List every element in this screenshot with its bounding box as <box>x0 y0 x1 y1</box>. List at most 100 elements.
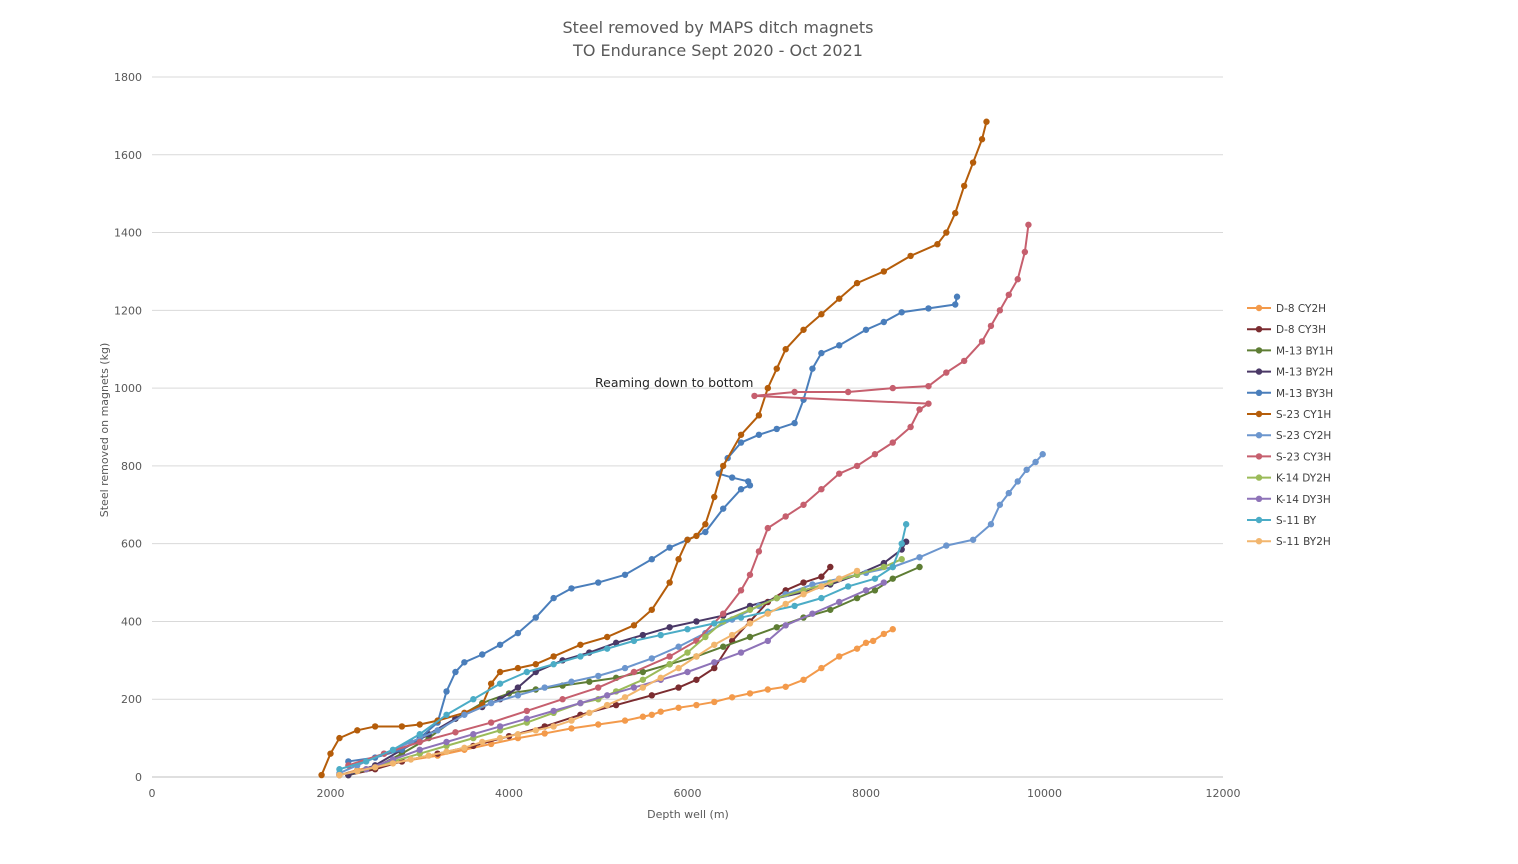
data-point <box>586 709 593 717</box>
data-point <box>666 544 673 551</box>
data-point <box>836 598 843 606</box>
data-point <box>639 713 647 720</box>
y-tick-label: 0 <box>135 771 142 784</box>
legend-label: M-13 BY1H <box>1276 345 1333 357</box>
data-point <box>666 579 673 586</box>
data-point <box>800 579 807 586</box>
data-point <box>987 322 995 330</box>
data-point <box>746 633 754 641</box>
data-point <box>711 641 718 648</box>
y-tick-label: 200 <box>121 693 142 706</box>
legend-swatch-marker <box>1255 389 1263 396</box>
data-point <box>711 664 718 672</box>
legend-label: S-23 CY1H <box>1276 409 1331 421</box>
data-point <box>782 683 789 690</box>
data-point <box>960 357 968 365</box>
data-point <box>943 542 950 549</box>
data-point <box>782 600 789 608</box>
data-point <box>818 573 825 580</box>
data-point <box>746 690 754 697</box>
data-point <box>550 594 557 602</box>
data-point <box>443 748 450 755</box>
data-point <box>880 579 888 586</box>
data-point <box>586 678 593 685</box>
data-point <box>523 715 531 722</box>
y-tick-label: 1200 <box>114 304 142 317</box>
data-point <box>496 641 504 648</box>
data-point <box>1014 478 1021 485</box>
legend-swatch-marker <box>1255 538 1263 545</box>
data-point <box>746 620 754 627</box>
data-point <box>603 633 611 641</box>
series-k-14-dy3h <box>336 579 888 779</box>
data-point <box>782 513 789 520</box>
data-point <box>720 462 727 470</box>
data-point <box>416 738 423 746</box>
data-point <box>773 594 780 602</box>
data-point <box>407 756 415 763</box>
data-point <box>853 462 861 470</box>
data-point <box>1039 451 1046 458</box>
data-point <box>371 723 379 730</box>
legend-swatch-marker <box>1255 304 1263 312</box>
data-point <box>969 159 977 166</box>
data-point <box>853 645 861 652</box>
series-line <box>339 558 903 777</box>
legend-label: S-23 CY3H <box>1276 451 1331 463</box>
series-d-8-cy3h <box>345 563 834 779</box>
data-point <box>898 556 905 563</box>
data-point <box>389 760 397 767</box>
data-point <box>764 637 772 645</box>
legend: D-8 CY2H D-8 CY3H M-13 BY1H M-13 BY2H M-13 B… <box>1247 303 1333 548</box>
data-point <box>889 384 896 392</box>
data-point <box>836 653 843 660</box>
legend-item: D-8 CY2H <box>1247 303 1326 315</box>
legend-label: D-8 CY2H <box>1276 303 1326 315</box>
legend-swatch-marker <box>1255 347 1263 354</box>
data-point <box>764 686 772 693</box>
data-point <box>871 451 879 458</box>
series-line <box>339 523 908 771</box>
y-axis-label: Steel removed on magnets (kg) <box>98 343 111 518</box>
legend-swatch-marker <box>1255 368 1263 375</box>
data-point <box>577 699 584 707</box>
data-point <box>452 729 459 736</box>
data-point <box>630 668 638 676</box>
chart-subtitle: TO Endurance Sept 2020 - Oct 2021 <box>572 41 863 60</box>
data-point <box>916 563 923 571</box>
data-point <box>809 581 816 588</box>
data-point <box>568 678 575 685</box>
data-point <box>684 668 691 676</box>
data-point <box>836 342 843 349</box>
data-point <box>603 701 611 709</box>
data-point <box>496 680 504 687</box>
legend-item: D-8 CY3H <box>1247 324 1326 336</box>
data-point <box>773 365 780 372</box>
y-tick-label: 1400 <box>114 227 142 240</box>
data-point <box>871 575 879 582</box>
x-tick-label: 2000 <box>317 787 345 800</box>
data-point <box>711 698 718 706</box>
x-axis-label: Depth well (m) <box>647 808 729 821</box>
data-point <box>496 723 504 730</box>
legend-swatch-marker <box>1255 453 1263 460</box>
data-point <box>612 639 620 647</box>
data-point <box>720 643 727 650</box>
data-point <box>648 692 655 699</box>
data-point <box>960 182 968 190</box>
data-point <box>791 419 798 427</box>
data-point <box>639 676 647 683</box>
data-point <box>952 209 959 217</box>
data-point <box>514 692 522 699</box>
data-point <box>916 406 923 413</box>
data-point <box>791 602 798 610</box>
data-point <box>639 684 647 691</box>
data-point <box>621 694 629 701</box>
data-point <box>336 766 343 773</box>
data-point <box>728 474 736 481</box>
data-point <box>711 493 718 501</box>
data-point <box>702 633 709 641</box>
x-tick-label: 12000 <box>1206 787 1241 800</box>
data-point <box>363 758 370 765</box>
legend-label: S-23 CY2H <box>1276 430 1331 442</box>
